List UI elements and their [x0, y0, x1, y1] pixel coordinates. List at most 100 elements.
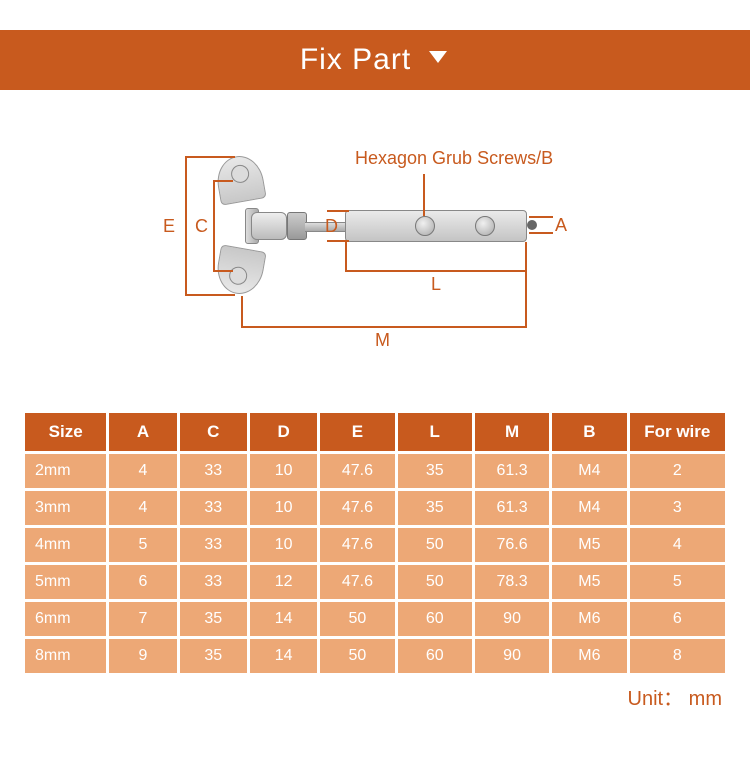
grub-screw-icon: [415, 216, 435, 236]
table-body: 2mm4331047.63561.3M423mm4331047.63561.3M…: [24, 453, 727, 675]
title-banner: Fix Part: [0, 30, 750, 90]
table-cell: 50: [396, 564, 473, 601]
dim-l-line: [345, 270, 527, 272]
dim-c-tick: [213, 270, 233, 272]
table-cell: 60: [396, 601, 473, 638]
table-header-cell: M: [473, 412, 550, 453]
barrel-icon: [345, 210, 527, 242]
table-cell: 35: [178, 638, 248, 675]
dim-l-label: L: [431, 274, 441, 295]
table-cell: 5: [628, 564, 726, 601]
table-cell: 35: [396, 453, 473, 490]
table-cell: 4: [108, 490, 178, 527]
dim-l-tick: [345, 242, 347, 272]
table-cell: M5: [551, 564, 628, 601]
bracket-top-icon: [213, 152, 266, 205]
table-cell: M4: [551, 453, 628, 490]
table-cell: M5: [551, 527, 628, 564]
table-cell: 10: [248, 527, 318, 564]
table-cell: 78.3: [473, 564, 550, 601]
hardware-diagram: Hexagon Grub Screws/B E C D A L M: [155, 130, 595, 370]
table-cell: 50: [319, 601, 396, 638]
dim-e-tick: [185, 294, 235, 296]
table-cell: 3: [628, 490, 726, 527]
table-cell: 50: [396, 527, 473, 564]
dim-l-tick: [525, 242, 527, 272]
table-header-cell: B: [551, 412, 628, 453]
table-header-cell: D: [248, 412, 318, 453]
table-cell: 8mm: [24, 638, 108, 675]
table-cell: M6: [551, 601, 628, 638]
table-header-cell: For wire: [628, 412, 726, 453]
dim-c-line: [213, 180, 215, 272]
table-cell: M6: [551, 638, 628, 675]
table-header-cell: L: [396, 412, 473, 453]
table-cell: 47.6: [319, 564, 396, 601]
chevron-down-icon: [426, 43, 450, 77]
table-cell: 14: [248, 638, 318, 675]
grub-screw-icon: [475, 216, 495, 236]
table-cell: 50: [319, 638, 396, 675]
spec-table: SizeACDELMBFor wire 2mm4331047.63561.3M4…: [22, 410, 728, 676]
table-cell: 7: [108, 601, 178, 638]
table-cell: 47.6: [319, 490, 396, 527]
table-cell: 90: [473, 601, 550, 638]
table-cell: 61.3: [473, 490, 550, 527]
table-row: 4mm5331047.65076.6M54: [24, 527, 727, 564]
banner-title: Fix Part: [300, 43, 411, 77]
table-cell: 47.6: [319, 527, 396, 564]
unit-label: Unit： mm: [0, 676, 750, 721]
table-cell: 33: [178, 453, 248, 490]
table-cell: 14: [248, 601, 318, 638]
table-cell: 4mm: [24, 527, 108, 564]
table-cell: 9: [108, 638, 178, 675]
table-header-cell: E: [319, 412, 396, 453]
table-cell: 10: [248, 453, 318, 490]
dim-c-tick: [213, 180, 233, 182]
table-header-cell: C: [178, 412, 248, 453]
table-header-cell: A: [108, 412, 178, 453]
table-cell: 61.3: [473, 453, 550, 490]
table-cell: 76.6: [473, 527, 550, 564]
table-row: 3mm4331047.63561.3M43: [24, 490, 727, 527]
table-cell: 33: [178, 527, 248, 564]
dim-m-tick: [525, 272, 527, 328]
table-row: 5mm6331247.65078.3M55: [24, 564, 727, 601]
table-cell: 60: [396, 638, 473, 675]
table-cell: 2: [628, 453, 726, 490]
spec-table-wrap: SizeACDELMBFor wire 2mm4331047.63561.3M4…: [0, 410, 750, 676]
table-cell: 6: [628, 601, 726, 638]
table-cell: 3mm: [24, 490, 108, 527]
nut-icon: [287, 212, 307, 240]
table-cell: 90: [473, 638, 550, 675]
table-cell: 35: [396, 490, 473, 527]
table-header-cell: Size: [24, 412, 108, 453]
dim-e-label: E: [163, 216, 175, 237]
table-header-row: SizeACDELMBFor wire: [24, 412, 727, 453]
table-cell: M4: [551, 490, 628, 527]
table-row: 8mm93514506090M68: [24, 638, 727, 675]
table-cell: 47.6: [319, 453, 396, 490]
dim-d-label: D: [325, 216, 338, 237]
callout-label: Hexagon Grub Screws/B: [355, 148, 553, 169]
callout-line: [423, 174, 425, 216]
dim-m-line: [241, 326, 527, 328]
table-cell: 5: [108, 527, 178, 564]
wire-hole-icon: [527, 220, 537, 230]
table-cell: 6: [108, 564, 178, 601]
dim-c-label: C: [195, 216, 208, 237]
diagram-area: Hexagon Grub Screws/B E C D A L M: [0, 90, 750, 410]
table-cell: 6mm: [24, 601, 108, 638]
table-row: 2mm4331047.63561.3M42: [24, 453, 727, 490]
table-cell: 4: [108, 453, 178, 490]
dim-m-tick: [241, 296, 243, 328]
dim-e-line: [185, 156, 187, 296]
table-cell: 35: [178, 601, 248, 638]
dim-d-tick: [327, 210, 349, 212]
dim-m-label: M: [375, 330, 390, 351]
dim-a-label: A: [555, 215, 567, 236]
dim-a-tick: [529, 232, 553, 234]
table-row: 6mm73514506090M66: [24, 601, 727, 638]
table-cell: 8: [628, 638, 726, 675]
table-cell: 4: [628, 527, 726, 564]
